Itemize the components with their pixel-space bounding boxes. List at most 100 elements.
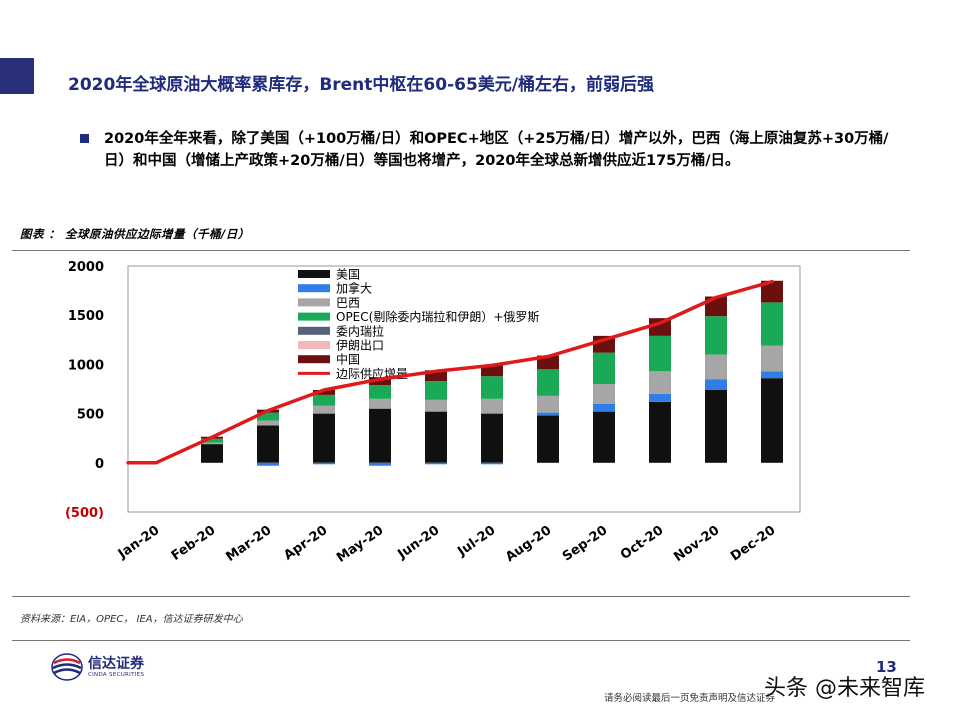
page-number: 13 bbox=[876, 658, 897, 676]
legend-swatch bbox=[298, 355, 330, 364]
line-point bbox=[546, 354, 550, 359]
logo-globe-icon bbox=[51, 653, 83, 681]
line-point bbox=[378, 377, 382, 381]
legend-swatch bbox=[298, 341, 330, 349]
legend-label: 美国 bbox=[336, 268, 360, 282]
x-tick-label: Aug-20 bbox=[503, 523, 554, 565]
logo-text-cn: 信达证券 bbox=[88, 656, 144, 672]
legend-swatch bbox=[298, 270, 330, 278]
bar-segment bbox=[201, 442, 223, 445]
bar-segment bbox=[593, 411, 615, 463]
legend-label: 加拿大 bbox=[336, 281, 372, 296]
bar-segment bbox=[425, 411, 447, 463]
y-tick-label: 500 bbox=[77, 408, 104, 423]
bar-segment bbox=[761, 280, 783, 303]
bar-segment bbox=[425, 399, 447, 412]
line-point bbox=[322, 388, 326, 392]
watermark: 头条 @未来智库 bbox=[764, 676, 925, 701]
bar-segment bbox=[537, 369, 559, 396]
bar-segment bbox=[593, 352, 615, 385]
bar-segment bbox=[761, 371, 783, 379]
bar-segment bbox=[369, 377, 391, 386]
bar-segment bbox=[257, 412, 279, 421]
bar-segment bbox=[593, 403, 615, 412]
y-tick-label: 2000 bbox=[68, 260, 104, 275]
figure-caption: 图表 ： 全球原油供应边际增量（千桶/日） bbox=[20, 227, 250, 241]
y-tick-label: (500) bbox=[65, 506, 104, 521]
bar-segment bbox=[313, 462, 335, 465]
bar-segment bbox=[257, 420, 279, 426]
bar-segment bbox=[201, 438, 223, 443]
bar-segment bbox=[201, 444, 223, 463]
bar-segment bbox=[257, 425, 279, 463]
logo-text-en: CINDA SECURITIES bbox=[88, 672, 145, 678]
bar-segment bbox=[481, 365, 503, 377]
bar-segment bbox=[705, 354, 727, 380]
source-note: 资料来源：EIA，OPEC， IEA，信达证券研发中心 bbox=[20, 614, 243, 625]
bar-segment bbox=[425, 462, 447, 465]
bar-segment bbox=[425, 381, 447, 400]
bar-segment bbox=[761, 302, 783, 346]
x-tick-label: Apr-20 bbox=[281, 523, 330, 564]
line-point bbox=[602, 338, 606, 342]
line-point bbox=[154, 461, 158, 465]
bar-segment bbox=[537, 395, 559, 413]
bar-segment bbox=[481, 376, 503, 399]
x-tick-label: Sep-20 bbox=[560, 523, 610, 565]
series-line bbox=[126, 279, 774, 465]
bar-segment bbox=[313, 394, 335, 406]
bar-segment bbox=[313, 389, 335, 395]
legend-label: 委内瑞拉 bbox=[336, 323, 384, 338]
bar-segment bbox=[649, 371, 671, 394]
bar-segment bbox=[705, 379, 727, 390]
x-tick-label: Feb-20 bbox=[169, 523, 219, 564]
line-point bbox=[266, 409, 270, 413]
x-tick-label: Jul-20 bbox=[454, 523, 498, 560]
bar-segment bbox=[257, 462, 279, 466]
bar-segment bbox=[649, 393, 671, 402]
x-tick-label: May-20 bbox=[334, 523, 386, 566]
y-tick-label: 0 bbox=[95, 457, 104, 472]
legend-swatch bbox=[298, 326, 330, 335]
y-tick-label: 1500 bbox=[68, 309, 104, 324]
bar-segment bbox=[369, 398, 391, 409]
bar-segment bbox=[425, 370, 447, 382]
legend-label: OPEC(剔除委内瑞拉和伊朗）+俄罗斯 bbox=[336, 309, 539, 324]
bar-segment bbox=[705, 389, 727, 463]
x-tick-label: Mar-20 bbox=[223, 523, 274, 565]
bar-segment bbox=[537, 412, 559, 416]
bar-segment bbox=[369, 385, 391, 399]
legend-swatch bbox=[298, 298, 330, 307]
line-point bbox=[770, 280, 774, 284]
company-logo: 信达证券 CINDA SECURITIES bbox=[50, 652, 160, 682]
bar-segment bbox=[649, 318, 671, 336]
footer-divider bbox=[12, 640, 910, 641]
bar-segment bbox=[761, 345, 783, 372]
source-divider bbox=[12, 596, 910, 597]
disclaimer: 请务必阅读最后一页免责声明及信达证券 bbox=[604, 693, 776, 704]
bar-segment bbox=[369, 462, 391, 466]
legend-label: 中国 bbox=[336, 352, 360, 367]
bar-segment bbox=[313, 405, 335, 414]
bar-segment bbox=[761, 378, 783, 463]
legend-label: 伊朗出口 bbox=[336, 339, 384, 353]
line-point bbox=[210, 435, 214, 439]
legend-label: 边际供应增量 bbox=[336, 366, 408, 381]
line-point bbox=[434, 369, 438, 373]
bar-segment bbox=[593, 384, 615, 404]
bar-segment bbox=[649, 401, 671, 463]
bar-segment bbox=[481, 413, 503, 463]
bar-segment bbox=[313, 413, 335, 463]
y-tick-label: 1000 bbox=[68, 358, 104, 373]
plot-area bbox=[127, 265, 801, 513]
legend-swatch bbox=[298, 312, 330, 321]
line-point bbox=[658, 321, 662, 325]
bar-segment bbox=[705, 316, 727, 355]
bullet-point: 2020年全年来看，除了美国（+100万桶/日）和OPEC+地区（+25万桶/日… bbox=[80, 128, 890, 172]
bar-segment bbox=[481, 462, 503, 465]
line-point bbox=[714, 295, 718, 300]
corner-accent-square bbox=[0, 58, 34, 94]
bar-segment bbox=[369, 408, 391, 463]
x-tick-label: Jun-20 bbox=[394, 523, 442, 563]
legend-swatch bbox=[298, 284, 330, 293]
